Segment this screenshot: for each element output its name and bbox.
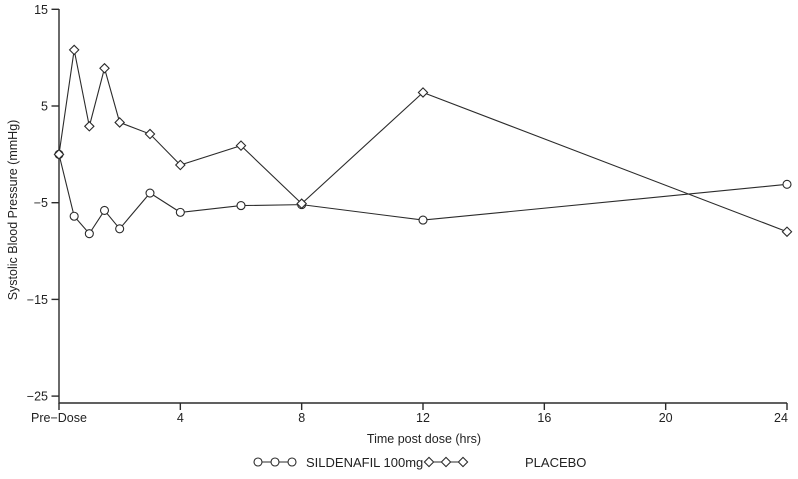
circle-marker [782,179,792,189]
x-axis-title: Time post dose (hrs) [367,432,481,446]
x-tick-label: 8 [298,411,305,425]
y-tick-label: −5 [34,196,48,210]
data-series [53,44,793,239]
diamond-marker [417,87,429,98]
circle-marker [145,188,155,198]
legend-circle-icon [253,457,263,467]
legend-diamond-icon [423,456,435,468]
circle-marker [84,229,94,239]
legend-circle-icon [270,457,280,467]
legend: SILDENAFIL 100mg PLACEBO [253,455,586,470]
x-tick-label: 20 [659,411,673,425]
legend-label-placebo: PLACEBO [525,455,586,470]
circle-marker [175,207,185,217]
axes: 15 5 −5 −15 −25 Pre−Dose 4 8 12 16 20 24 [27,3,788,425]
y-tick-label: 5 [41,100,48,114]
y-axis-title: Systolic Blood Pressure (mmHg) [6,120,20,301]
legend-marker-sildenafil [253,457,297,467]
diamond-marker [53,148,65,160]
diamond-marker [114,117,126,128]
diamond-marker [83,120,95,132]
legend-diamond-icon [457,456,469,468]
circle-marker [418,215,428,225]
diamond-marker [235,140,247,152]
circle-marker [99,205,110,215]
x-tick-label: 24 [774,411,788,425]
diamond-marker [99,62,110,74]
legend-marker-placebo [423,456,469,468]
diamond-marker [174,159,186,171]
diamond-marker [144,128,156,140]
x-tick-label: 12 [416,411,430,425]
x-tick-label: 4 [177,411,184,425]
axis-lines [58,9,787,404]
circle-marker [236,201,246,211]
legend-diamond-icon [440,456,452,468]
x-tick-label: 16 [537,411,551,425]
x-tick-label: Pre−Dose [31,411,87,425]
diamond-marker [781,226,793,238]
circle-marker [115,224,125,234]
circle-marker [69,211,79,221]
legend-circle-icon [287,457,297,467]
y-tick-label: 15 [34,3,48,17]
diamond-marker [296,198,308,210]
diamond-marker [68,44,80,56]
y-tick-label: −15 [27,293,48,307]
y-tick-label: −25 [27,390,48,404]
legend-label-sildenafil: SILDENAFIL 100mg [306,455,423,470]
